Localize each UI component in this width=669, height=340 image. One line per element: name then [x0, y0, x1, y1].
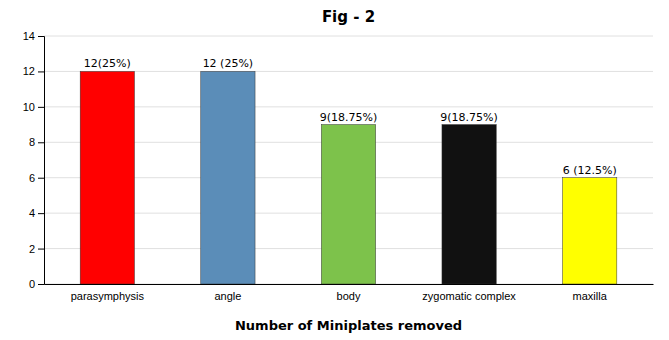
grid-line: [44, 36, 653, 37]
grid-line: [44, 106, 653, 107]
tick-mark: [38, 107, 44, 108]
bar: [201, 71, 255, 284]
data-label: 12(25%): [84, 57, 131, 70]
data-labels: 12(25%) 12 (25%) 9(18.75%) 9(18.75%) 6 (12.5…: [84, 57, 617, 176]
tick: angle: [214, 284, 241, 302]
tick-label: maxilla: [573, 290, 608, 302]
tick: body: [337, 284, 361, 302]
tick-label: 8: [29, 136, 35, 148]
tick-label: body: [337, 290, 361, 302]
bar: [321, 125, 375, 284]
bars: [80, 71, 617, 284]
tick-label: 12: [23, 65, 35, 77]
x-axis: parasymphysis angle body zygomatic complex m…: [45, 284, 654, 302]
data-label: 9(18.75%): [440, 111, 498, 124]
axis-line: [45, 284, 654, 285]
data-label: 12 (25%): [203, 57, 254, 70]
plot: 12(25%) 12 (25%) 9(18.75%) 9(18.75%) 6 (12.5…: [23, 30, 654, 302]
tick-mark: [38, 142, 44, 143]
tick-label: zygomatic complex: [422, 290, 516, 302]
tick: 12: [23, 65, 44, 77]
tick: 4: [29, 207, 44, 219]
tick: 6: [29, 172, 44, 184]
tick: maxilla: [573, 284, 608, 302]
bar: [80, 71, 134, 284]
tick-mark: [38, 249, 44, 250]
axis-line: [38, 37, 45, 285]
tick: zygomatic complex: [422, 284, 516, 302]
tick: parasymphysis: [71, 284, 145, 302]
tick: 0: [29, 278, 44, 290]
data-label: 9(18.75%): [320, 111, 378, 124]
bar: [442, 125, 496, 284]
tick-mark: [38, 284, 44, 285]
tick-label: angle: [214, 290, 241, 302]
title: Fig - 2: [322, 8, 375, 26]
tick-label: 2: [29, 243, 35, 255]
x-axis-title: Number of Miniplates removed: [235, 318, 462, 333]
tick-mark: [38, 71, 44, 72]
tick-label: parasymphysis: [71, 290, 145, 302]
grid-line: [44, 71, 653, 72]
bar: [563, 178, 617, 284]
data-label: 6 (12.5%): [563, 164, 617, 177]
tick-label: 6: [29, 172, 35, 184]
tick: 14: [23, 30, 44, 42]
chart: 12(25%) 12 (25%) 9(18.75%) 9(18.75%) 6 (12.5…: [0, 0, 669, 340]
y-axis: 0 2 4 6 8 10 12 14: [23, 30, 45, 290]
tick-label: 14: [23, 30, 35, 42]
tick: 2: [29, 243, 44, 255]
tick-mark: [38, 36, 44, 37]
tick-label: 0: [29, 278, 35, 290]
grid: [44, 36, 653, 284]
tick: 10: [23, 101, 44, 113]
tick-mark: [38, 213, 44, 214]
tick-mark: [38, 178, 44, 179]
tick: 8: [29, 136, 44, 148]
tick-label: 4: [29, 207, 35, 219]
tick-label: 10: [23, 101, 35, 113]
